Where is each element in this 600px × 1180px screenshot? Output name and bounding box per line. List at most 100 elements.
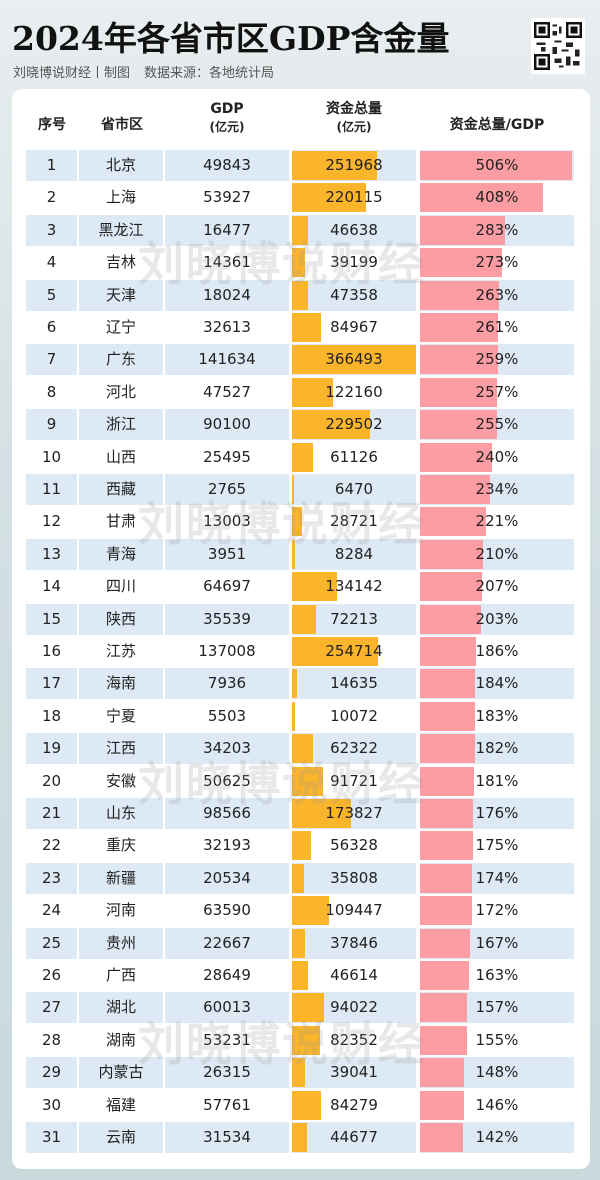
cell-background [292, 927, 416, 959]
cell-rank: 24 [41, 901, 62, 920]
cell-background [26, 1057, 77, 1089]
cell-ratio: 172% [475, 901, 519, 920]
cell-background [79, 538, 163, 570]
ratio-bar [420, 1123, 463, 1152]
cell-region: 四川 [105, 577, 136, 596]
cell-funds: 44677 [330, 1128, 378, 1146]
cell-background [26, 474, 77, 505]
ratio-bar [420, 766, 475, 796]
cell-ratio: 283% [475, 220, 519, 239]
cell-rank: 1 [46, 156, 57, 174]
funds-bar [292, 669, 297, 699]
funds-bar [292, 248, 306, 278]
ratio-bar [420, 896, 472, 926]
cell-background [292, 474, 416, 505]
cell-region: 湖南 [105, 1030, 136, 1049]
cell-ratio: 234% [475, 480, 519, 498]
funds-bar [292, 313, 321, 342]
cell-background [292, 538, 416, 570]
table-row: 28 湖南 53231 82352 155% [26, 1025, 574, 1056]
cell-region: 江苏 [105, 642, 136, 660]
cell-background [26, 409, 77, 441]
cell-gdp: 32613 [203, 318, 251, 336]
funds-bar [292, 1025, 320, 1055]
cell-ratio: 257% [475, 382, 519, 401]
cell-region: 山东 [105, 804, 136, 822]
cell-background [165, 538, 289, 570]
cell-region: 上海 [105, 188, 136, 207]
cell-funds: 39199 [330, 253, 378, 272]
ratio-bar [420, 637, 476, 666]
qr-code-icon [531, 18, 585, 74]
ratio-bar [420, 507, 487, 537]
cell-rank: 15 [41, 609, 62, 628]
cell-rank: 28 [41, 1030, 62, 1049]
cell-gdp: 50625 [203, 771, 251, 790]
cell-ratio: 174% [475, 868, 519, 887]
cell-ratio: 240% [475, 447, 519, 466]
table-row: 21 山东 98566 173827 176% [26, 798, 574, 829]
cell-background [26, 538, 77, 570]
cell-funds: 39041 [330, 1063, 378, 1082]
cell-background [165, 733, 289, 765]
ratio-bar [420, 345, 498, 375]
cell-background [79, 1122, 163, 1153]
funds-bar [292, 442, 313, 472]
cell-background [79, 668, 163, 700]
cell-ratio: 261% [475, 318, 519, 336]
cell-background [165, 1122, 289, 1153]
cell-region: 山西 [105, 447, 136, 466]
cell-gdp: 64697 [203, 577, 251, 596]
table-row: 1 北京 49843 251968 506% [26, 150, 574, 181]
funds-bar [292, 896, 330, 926]
cell-funds: 109447 [325, 901, 383, 920]
cell-ratio: 184% [475, 674, 519, 693]
table-row: 26 广西 28649 46614 163% [26, 960, 574, 991]
cell-background [292, 214, 416, 246]
cell-region: 贵州 [105, 933, 136, 952]
cell-ratio: 146% [475, 1095, 519, 1114]
table-row: 31 云南 31534 44677 142% [26, 1122, 574, 1153]
cell-rank: 14 [41, 577, 62, 596]
cell-ratio: 207% [475, 577, 519, 596]
cell-region: 云南 [105, 1128, 136, 1146]
table-row: 13 青海 3951 8284 210% [26, 538, 574, 570]
cell-rank: 31 [41, 1128, 62, 1146]
cell-rank: 10 [41, 447, 62, 466]
cell-ratio: 157% [475, 998, 519, 1017]
cell-ratio: 210% [475, 544, 519, 563]
table-row: 3 黑龙江 16477 46638 283% [26, 214, 574, 246]
table-row: 4 吉林 14361 39199 273% [26, 247, 574, 278]
header-region: 省市区 [101, 117, 143, 133]
cell-funds: 91721 [330, 771, 378, 790]
cell-funds: 366493 [325, 350, 383, 369]
cell-rank: 8 [46, 382, 57, 401]
cell-gdp: 20534 [203, 868, 251, 887]
cell-ratio: 148% [475, 1063, 519, 1082]
header-gdp: GDP (亿元) [165, 100, 289, 136]
cell-background [79, 150, 163, 181]
funds-bar [292, 734, 314, 764]
funds-bar [292, 799, 351, 828]
cell-gdp: 16477 [203, 220, 251, 239]
cell-region: 陕西 [105, 609, 136, 628]
funds-bar [292, 928, 305, 958]
cell-funds: 84279 [330, 1095, 378, 1114]
cell-background [165, 603, 289, 635]
cell-gdp: 141634 [198, 350, 256, 369]
ratio-bar [420, 734, 475, 764]
cell-rank: 26 [41, 966, 62, 984]
cell-ratio: 506% [475, 156, 519, 174]
cell-gdp: 60013 [203, 998, 251, 1017]
cell-background [165, 344, 289, 376]
funds-bar [292, 151, 378, 180]
cell-rank: 13 [41, 544, 62, 563]
cell-background [26, 1122, 77, 1153]
table-row: 11 西藏 2765 6470 234% [26, 474, 574, 505]
cell-background [26, 992, 77, 1024]
header-funds-label: 资金总量 [326, 101, 382, 117]
cell-funds: 251968 [325, 156, 383, 174]
cell-background [26, 279, 77, 311]
cell-ratio: 155% [475, 1030, 519, 1049]
header-ratio: 资金总量/GDP [449, 117, 545, 133]
